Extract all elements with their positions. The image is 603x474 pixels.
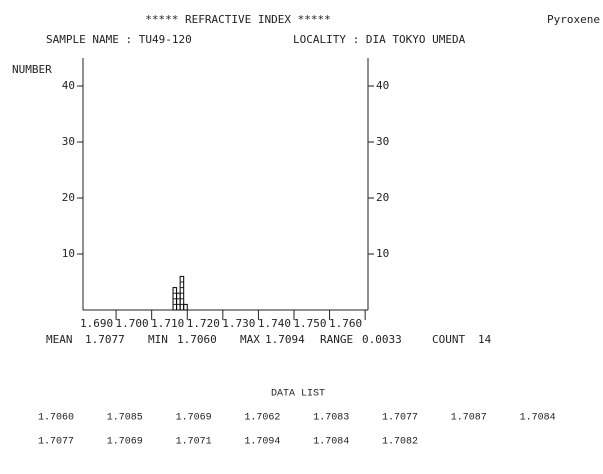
data-list-value: 1.7083 (313, 413, 349, 424)
data-list-value: 1.7084 (520, 413, 556, 424)
data-list-value: 1.7077 (382, 413, 418, 424)
x-tick-label: 1.730 (222, 317, 255, 330)
data-list-value: 1.7087 (451, 413, 487, 424)
data-list-value: 1.7082 (382, 437, 418, 448)
data-list-title: DATA LIST (271, 389, 325, 400)
x-tick-label: 1.740 (258, 317, 291, 330)
y-tick-label: 20 (62, 191, 75, 204)
data-list-value: 1.7062 (244, 413, 280, 424)
y2-tick-label: 20 (376, 191, 389, 204)
y-tick-label: 10 (62, 247, 75, 260)
stat-label: RANGE (320, 333, 353, 346)
stat-label: COUNT (432, 333, 465, 346)
x-tick-label: 1.690 (80, 317, 113, 330)
data-list-value: 1.7084 (313, 437, 349, 448)
y2-tick-label: 10 (376, 247, 389, 260)
stat-value: 0.0033 (362, 333, 402, 346)
locality: LOCALITY : DIA TOKYO UMEDA (293, 33, 466, 46)
stat-value: 1.7060 (177, 333, 217, 346)
x-tick-label: 1.700 (116, 317, 149, 330)
data-list-value: 1.7077 (38, 437, 74, 448)
stat-value: 1.7094 (265, 333, 305, 346)
x-tick-label: 1.760 (329, 317, 362, 330)
stat-label: MEAN (46, 333, 73, 346)
data-list-value: 1.7085 (107, 413, 143, 424)
data-list-value: 1.7071 (176, 437, 212, 448)
mineral: Pyroxene (547, 13, 600, 26)
stat-label: MIN (148, 333, 168, 346)
stat-value: 14 (478, 333, 492, 346)
x-tick-label: 1.710 (151, 317, 184, 330)
x-tick-label: 1.750 (293, 317, 326, 330)
chart-title: ***** REFRACTIVE INDEX ***** (145, 13, 330, 26)
bar (176, 292, 181, 311)
bar (183, 303, 188, 311)
data-list-value: 1.7094 (244, 437, 280, 448)
stat-value: 1.7077 (85, 333, 125, 346)
y-tick-label: 30 (62, 135, 75, 148)
y2-tick-label: 40 (376, 79, 389, 92)
y-axis-label: NUMBER (12, 63, 52, 76)
sample-name: SAMPLE NAME : TU49-120 (46, 33, 192, 46)
y-tick-label: 40 (62, 79, 75, 92)
y2-tick-label: 30 (376, 135, 389, 148)
data-list-value: 1.7069 (176, 413, 212, 424)
x-tick-label: 1.720 (187, 317, 220, 330)
stat-label: MAX (240, 333, 260, 346)
data-list-value: 1.7060 (38, 413, 74, 424)
data-list-value: 1.7069 (107, 437, 143, 448)
